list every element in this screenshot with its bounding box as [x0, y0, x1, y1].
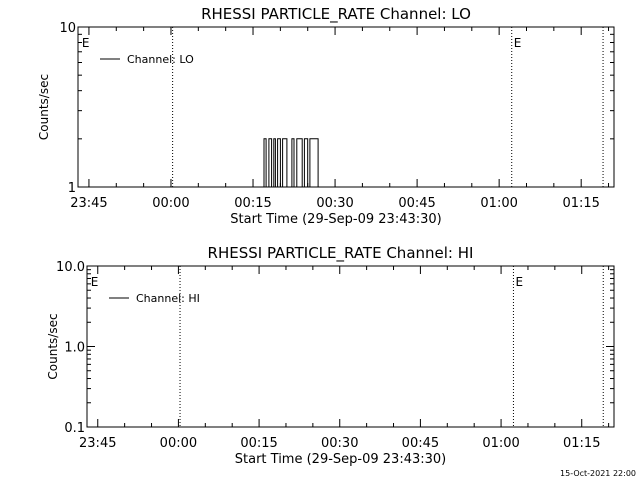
x-tick-label: 00:45: [402, 436, 439, 451]
x-tick-label: 00:15: [234, 196, 271, 211]
event-marker-label: E: [91, 275, 99, 289]
y-tick-label: 10.0: [56, 260, 85, 275]
x-tick-label: 00:30: [321, 436, 358, 451]
x-axis-label: Start Time (29-Sep-09 23:43:30): [235, 452, 446, 467]
x-tick-label: 01:00: [482, 436, 519, 451]
x-tick-label: 00:30: [316, 196, 353, 211]
x-axis-label: Start Time (29-Sep-09 23:43:30): [230, 212, 441, 227]
x-tick-label: 01:00: [480, 196, 517, 211]
x-tick-label: 00:15: [240, 436, 277, 451]
y-tick-label: 1: [68, 181, 76, 196]
chart-title: RHESSI PARTICLE_RATE Channel: HI: [208, 244, 474, 263]
y-tick-label: 1.0: [64, 341, 85, 356]
chart-title: RHESSI PARTICLE_RATE Channel: LO: [201, 5, 471, 24]
plot-frame: [77, 26, 615, 188]
series-line: [263, 138, 321, 188]
event-marker-label: E: [82, 36, 90, 50]
x-tick-label: 01:15: [562, 196, 599, 211]
x-tick-label: 01:15: [563, 436, 600, 451]
event-marker-label: E: [515, 275, 523, 289]
x-tick-label: 23:45: [79, 436, 116, 451]
y-axis-label: Counts/sec: [37, 74, 51, 140]
x-tick-label: 00:00: [152, 196, 189, 211]
y-tick-label: 10: [59, 21, 76, 36]
chart-panel-0: RHESSI PARTICLE_RATE Channel: LO Counts/s…: [37, 5, 615, 227]
footer-timestamp: 15-Oct-2021 22:00: [560, 469, 636, 478]
x-tick-label: 00:45: [398, 196, 435, 211]
y-tick-label: 0.1: [64, 421, 85, 436]
x-tick-label: 23:45: [70, 196, 107, 211]
x-tick-label: 00:00: [160, 436, 197, 451]
legend-label: Channel: LO: [127, 53, 194, 66]
chart-panels: RHESSI PARTICLE_RATE Channel: LO Counts/s…: [37, 5, 615, 467]
legend-label: Channel: HI: [136, 292, 200, 305]
y-axis-label: Counts/sec: [46, 313, 60, 379]
chart-panel-1: RHESSI PARTICLE_RATE Channel: HI Counts/s…: [46, 244, 615, 467]
event-marker-label: E: [514, 36, 522, 50]
